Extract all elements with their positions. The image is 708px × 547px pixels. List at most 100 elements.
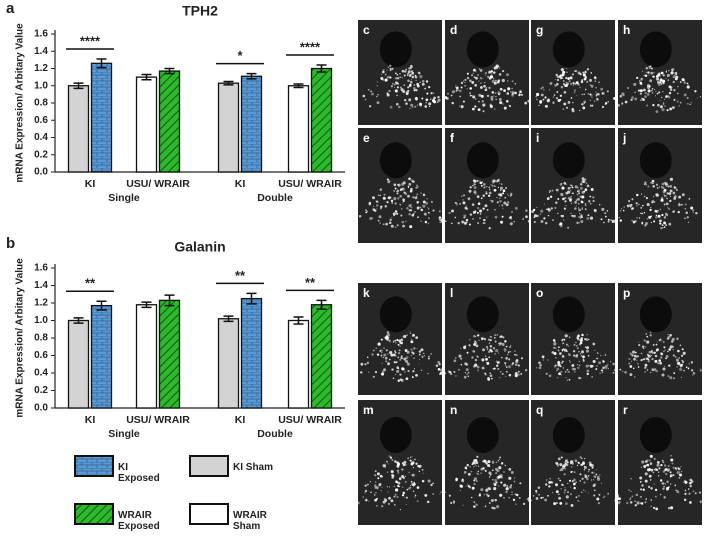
speckle (505, 487, 509, 491)
speckle (643, 358, 646, 361)
speckle (553, 346, 555, 349)
speckle (393, 183, 397, 187)
speckle (598, 361, 602, 365)
speckle (501, 78, 505, 83)
speckle (379, 188, 383, 191)
speckle (587, 354, 590, 357)
speckle (382, 356, 384, 359)
speckle (386, 75, 390, 79)
speckle (473, 179, 477, 183)
speckle (396, 86, 399, 89)
speckle (587, 214, 590, 217)
speckle (514, 493, 517, 496)
speckle (560, 77, 562, 80)
speckle (594, 476, 597, 478)
error-bar (223, 80, 234, 86)
speckle (388, 455, 391, 458)
speckle (372, 205, 375, 207)
speckle (629, 373, 633, 377)
speckle (517, 364, 521, 367)
speckle (572, 84, 574, 86)
speckle (462, 504, 464, 506)
speckle (673, 377, 675, 380)
speckle (557, 349, 560, 352)
speckle (639, 476, 643, 480)
speckle (583, 469, 586, 471)
speckle (483, 337, 486, 340)
speckle (473, 334, 476, 338)
speckle (556, 367, 560, 371)
speckle (576, 190, 579, 193)
speckle (659, 361, 662, 365)
speckle (589, 84, 591, 86)
speckle (460, 484, 463, 488)
speckle (481, 358, 485, 362)
speckle (478, 68, 481, 70)
speckle (428, 105, 431, 108)
speckle (574, 207, 577, 210)
speckle (497, 193, 501, 196)
speckle (408, 471, 410, 474)
speckle (633, 357, 636, 361)
speckle (656, 78, 659, 81)
speckle (570, 493, 572, 496)
speckle (677, 86, 679, 88)
speckle (601, 105, 605, 109)
speckle (472, 210, 476, 214)
speckle (375, 505, 378, 507)
speckle (685, 366, 688, 369)
speckle (570, 466, 573, 468)
dark-region (466, 296, 499, 333)
speckle (456, 203, 458, 205)
speckle (378, 482, 382, 486)
speckle (491, 73, 493, 75)
speckle (499, 193, 503, 197)
speckle (416, 348, 418, 350)
speckle (547, 214, 550, 217)
speckle (541, 86, 544, 89)
speckle (604, 102, 608, 105)
speckle (662, 102, 665, 104)
speckle (487, 338, 491, 341)
speckle (581, 457, 583, 460)
speckle (394, 460, 397, 463)
speckle (669, 345, 674, 349)
speckle (565, 463, 569, 467)
speckle (484, 469, 487, 472)
speckle (514, 91, 517, 95)
speckle (485, 192, 488, 195)
speckle (548, 485, 551, 488)
speckle (383, 193, 386, 196)
speckle (674, 467, 677, 470)
speckle (664, 349, 666, 351)
speckle (467, 197, 469, 200)
speckle (650, 371, 652, 374)
speckle (376, 85, 378, 87)
speckle (409, 331, 411, 333)
group-label: Single (108, 192, 140, 204)
speckle (640, 212, 642, 215)
speckle (410, 480, 413, 483)
speckle (504, 361, 507, 365)
speckle (466, 351, 469, 354)
significance-label: ** (85, 276, 96, 291)
speckle (586, 80, 589, 84)
speckle (663, 216, 666, 219)
speckle (488, 356, 491, 359)
speckle (663, 221, 667, 225)
speckle (422, 204, 426, 208)
speckle (582, 71, 585, 74)
speckle (399, 359, 402, 361)
speckle (377, 219, 380, 222)
speckle (360, 371, 363, 374)
speckle (549, 477, 552, 480)
speckle (489, 345, 493, 348)
speckle (472, 107, 475, 111)
speckle (640, 77, 644, 81)
speckle (493, 81, 497, 85)
speckle (495, 481, 498, 484)
speckle (410, 80, 413, 84)
speckle (381, 362, 383, 364)
speckle (575, 205, 577, 207)
speckle (586, 333, 588, 336)
